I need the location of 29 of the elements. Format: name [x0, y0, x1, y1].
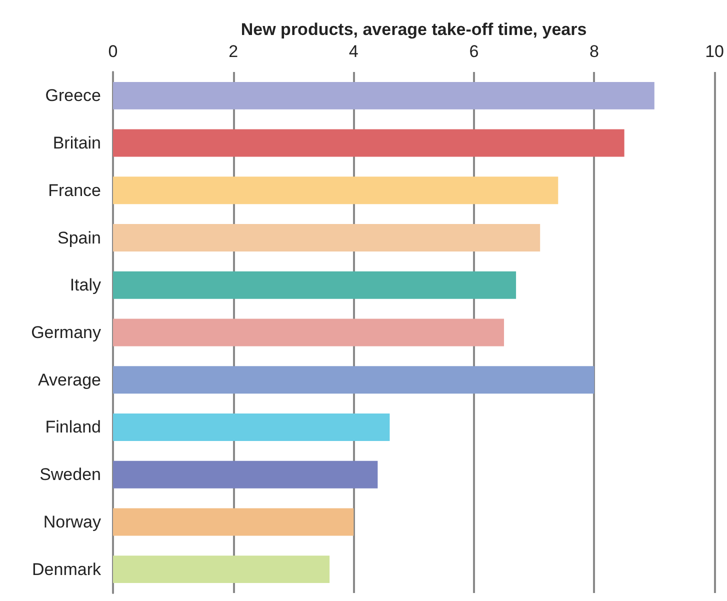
bar	[113, 176, 558, 204]
x-tick-label: 4	[348, 42, 358, 61]
x-tick-label: 6	[469, 42, 479, 61]
y-tick-label: Germany	[31, 323, 102, 342]
bar	[113, 224, 540, 252]
y-tick-label: Greece	[45, 86, 101, 106]
x-tick-label: 8	[590, 42, 599, 61]
y-tick-label: France	[48, 180, 101, 200]
x-tick-label: 10	[705, 42, 724, 61]
bar	[113, 129, 624, 157]
bar	[113, 508, 354, 536]
bar	[113, 413, 390, 441]
y-tick-label: Denmark	[32, 560, 102, 579]
bar	[113, 82, 654, 110]
bar	[113, 556, 330, 584]
x-axis-title: New products, average take-off time, years	[240, 20, 587, 40]
y-tick-label: Finland	[45, 418, 101, 437]
bar	[113, 366, 594, 394]
x-tick-label: 0	[108, 42, 118, 61]
y-tick-label: Average	[38, 370, 101, 390]
y-tick-label: Italy	[70, 276, 102, 295]
y-tick-label: Spain	[58, 228, 101, 248]
bar	[113, 460, 378, 488]
y-tick-label: Britain	[52, 134, 101, 153]
y-tick-label: Norway	[43, 512, 102, 532]
bar	[113, 271, 516, 299]
y-tick-label: Sweden	[40, 465, 101, 484]
x-tick-label: 2	[228, 42, 238, 61]
bar	[113, 318, 504, 346]
